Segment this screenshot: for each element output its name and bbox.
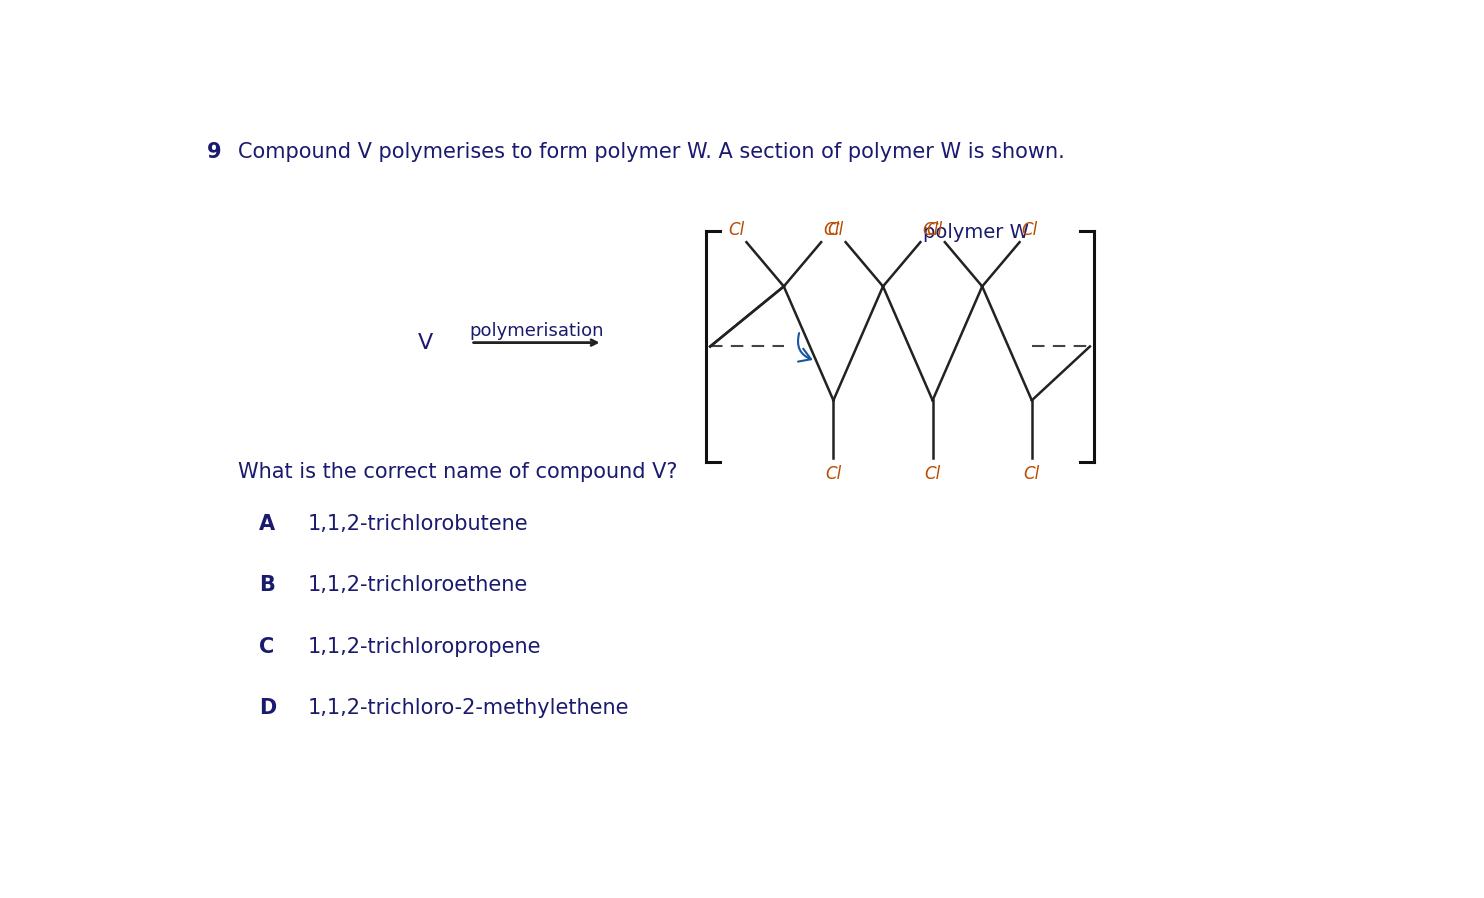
Text: polymer W: polymer W — [923, 224, 1028, 242]
Text: 9: 9 — [208, 143, 221, 163]
Text: C: C — [260, 637, 275, 656]
Text: Cl: Cl — [926, 222, 942, 240]
Text: Compound V polymerises to form polymer W. A section of polymer W is shown.: Compound V polymerises to form polymer W… — [239, 143, 1066, 163]
Text: 1,1,2-trichloroethene: 1,1,2-trichloroethene — [309, 575, 528, 595]
Text: Cl: Cl — [729, 222, 745, 240]
Text: Cl: Cl — [925, 464, 941, 482]
Text: Cl: Cl — [824, 222, 840, 240]
Text: Cl: Cl — [825, 464, 841, 482]
Text: 1,1,2-trichloropropene: 1,1,2-trichloropropene — [309, 637, 542, 656]
Text: What is the correct name of compound V?: What is the correct name of compound V? — [239, 462, 678, 482]
Text: B: B — [260, 575, 275, 595]
Text: D: D — [260, 699, 276, 718]
Text: Cl: Cl — [922, 222, 938, 240]
Text: Cl: Cl — [1024, 464, 1040, 482]
FancyArrowPatch shape — [798, 333, 810, 362]
Text: 1,1,2-trichlorobutene: 1,1,2-trichlorobutene — [309, 514, 528, 533]
Text: V: V — [418, 332, 433, 353]
Text: A: A — [260, 514, 275, 533]
Text: Cl: Cl — [828, 222, 844, 240]
Text: 1,1,2-trichloro-2-methylethene: 1,1,2-trichloro-2-methylethene — [309, 699, 629, 718]
Text: Cl: Cl — [1021, 222, 1037, 240]
Text: polymerisation: polymerisation — [469, 321, 604, 339]
